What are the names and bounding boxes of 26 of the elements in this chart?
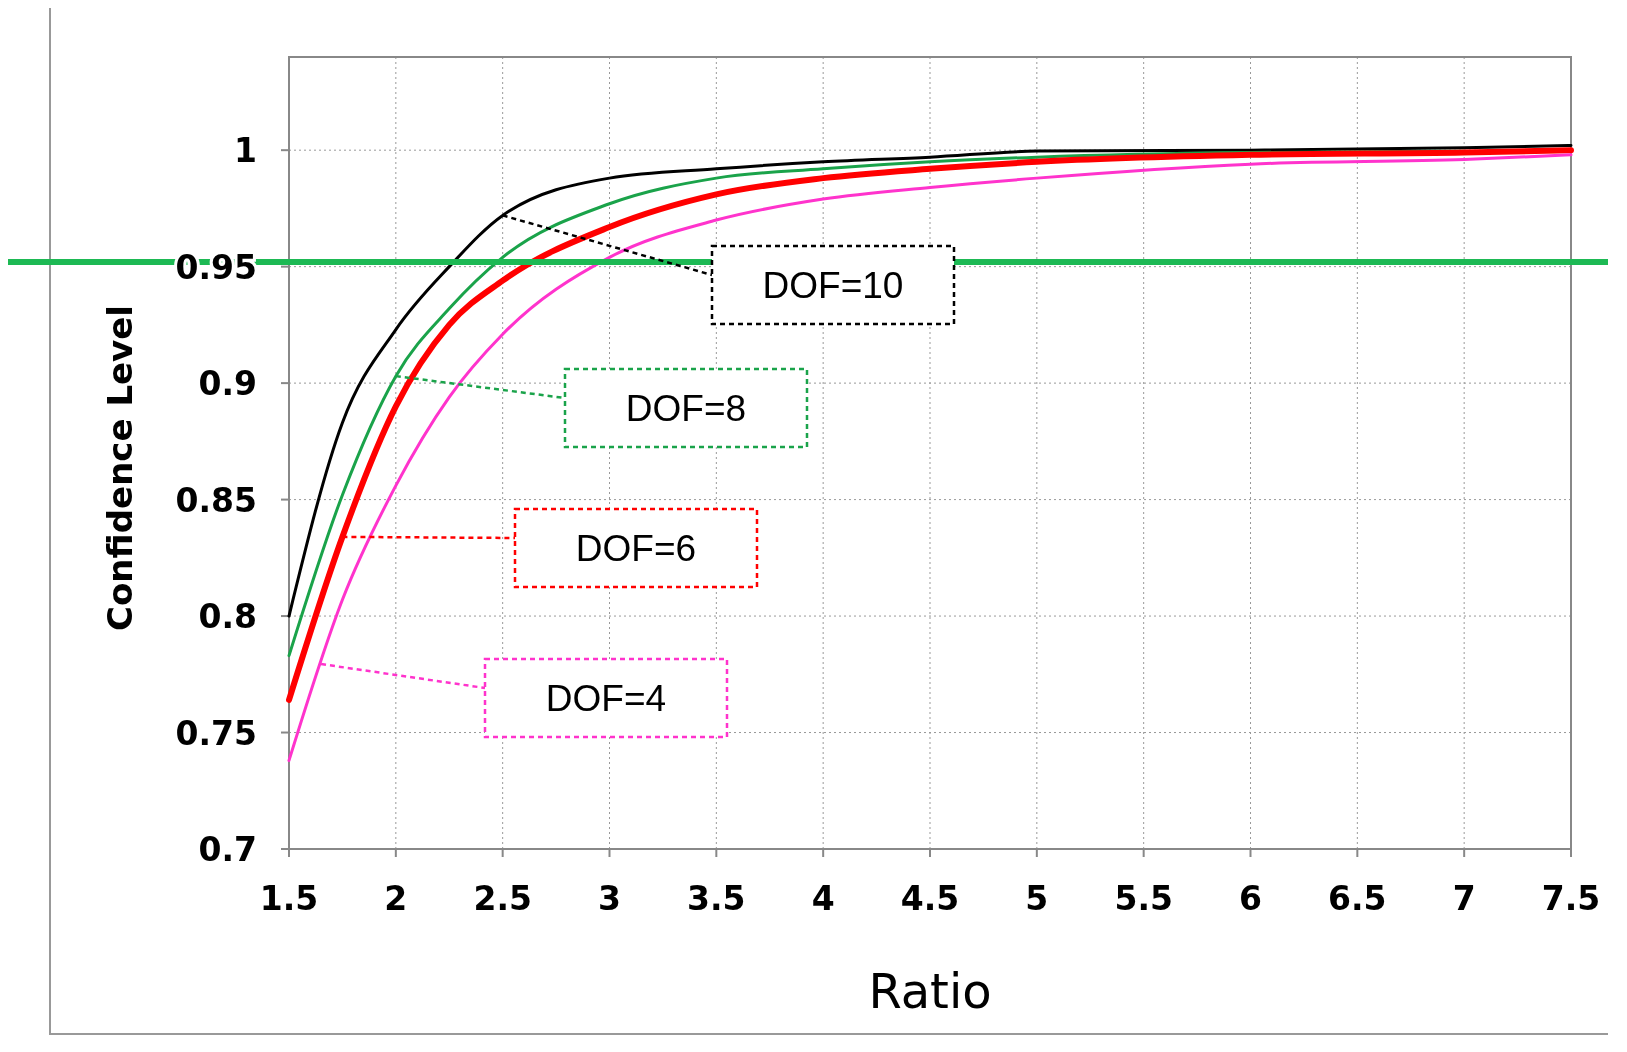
x-tick-label: 2 <box>384 879 408 918</box>
x-tick-label: 5.5 <box>1114 879 1173 918</box>
y-tick-label: 0.7 <box>198 830 257 869</box>
x-tick-label: 6.5 <box>1328 879 1387 918</box>
x-tick-label: 7 <box>1452 879 1476 918</box>
legend-label: DOF=4 <box>545 678 667 719</box>
line-series <box>287 144 1573 618</box>
x-tick-label: 7.5 <box>1541 879 1601 918</box>
y-axis-title: Confidence Level <box>100 305 140 631</box>
x-tick-label: 1.5 <box>259 879 319 918</box>
x-tick-label: 3.5 <box>687 879 746 918</box>
text: DOF=10 <box>762 265 904 306</box>
y-tick-label: 0.85 <box>175 480 257 520</box>
y-tick-label: 1 <box>234 131 257 171</box>
x-axis-title: Ratio <box>868 963 992 1019</box>
x-tick-label: 6 <box>1239 879 1262 918</box>
legend-label: DOF=6 <box>575 528 697 569</box>
x-tick-label: 3 <box>598 879 621 918</box>
legend-label: DOF=8 <box>625 388 747 429</box>
y-tick-label: 0.9 <box>198 364 257 404</box>
y-tick-label: 0.8 <box>198 597 257 637</box>
x-tick-label: 4.5 <box>900 879 960 918</box>
x-tick-label: 4 <box>811 879 835 918</box>
y-tick-label: 0.75 <box>175 713 257 753</box>
x-tick-label: 5 <box>1025 879 1049 918</box>
x-tick-label: 2.5 <box>473 879 532 918</box>
